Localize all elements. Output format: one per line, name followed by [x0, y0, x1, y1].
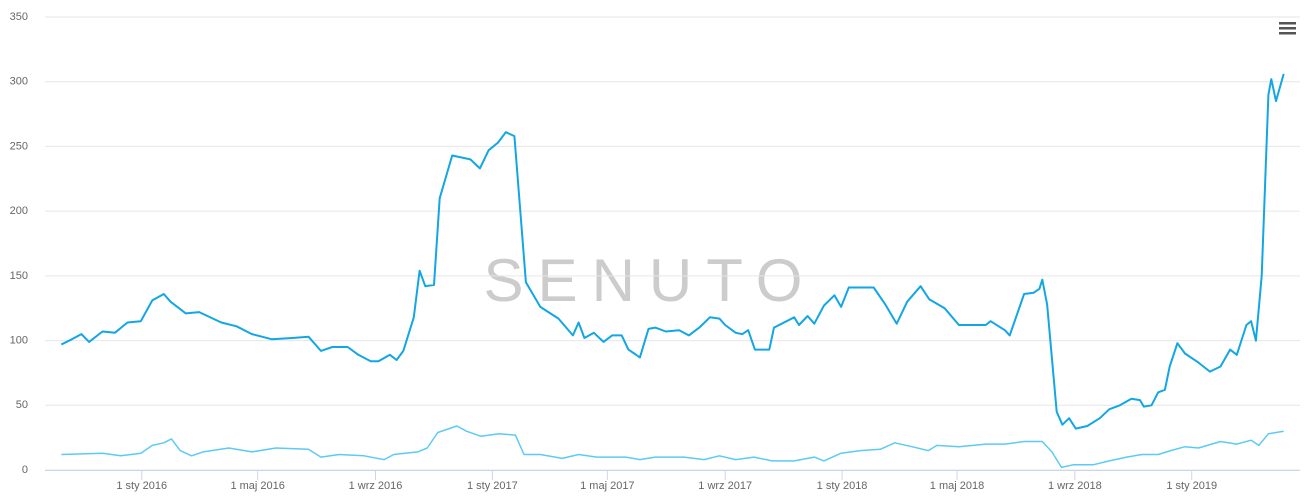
y-tick-label: 300: [10, 76, 28, 88]
x-tick-label: 1 wrz 2018: [1048, 480, 1102, 492]
x-tick-label: 1 sty 2016: [116, 480, 167, 492]
x-tick-label: 1 sty 2017: [467, 480, 518, 492]
menu-bar[interactable]: [1279, 32, 1296, 35]
x-tick-label: 1 sty 2018: [817, 480, 868, 492]
menu-icon[interactable]: [1279, 22, 1296, 35]
series-line: [60, 73, 1285, 430]
series-line: [61, 425, 1284, 469]
x-tick-label: 1 maj 2018: [930, 480, 984, 492]
y-tick-label: 0: [22, 464, 28, 476]
menu-bar[interactable]: [1279, 27, 1296, 30]
menu-bar[interactable]: [1279, 22, 1296, 25]
y-tick-label: 150: [10, 270, 28, 282]
watermark: SENUTO: [484, 247, 817, 314]
x-tick-label: 1 maj 2016: [230, 480, 284, 492]
y-tick-label: 50: [16, 399, 28, 411]
y-tick-label: 100: [10, 334, 28, 346]
x-tick-label: 1 wrz 2017: [698, 480, 752, 492]
x-tick-label: 1 sty 2019: [1166, 480, 1217, 492]
y-tick-label: 350: [10, 11, 28, 23]
x-tick-label: 1 wrz 2016: [349, 480, 403, 492]
y-tick-label: 200: [10, 205, 28, 217]
y-tick-label: 250: [10, 140, 28, 152]
x-tick-label: 1 maj 2017: [580, 480, 634, 492]
